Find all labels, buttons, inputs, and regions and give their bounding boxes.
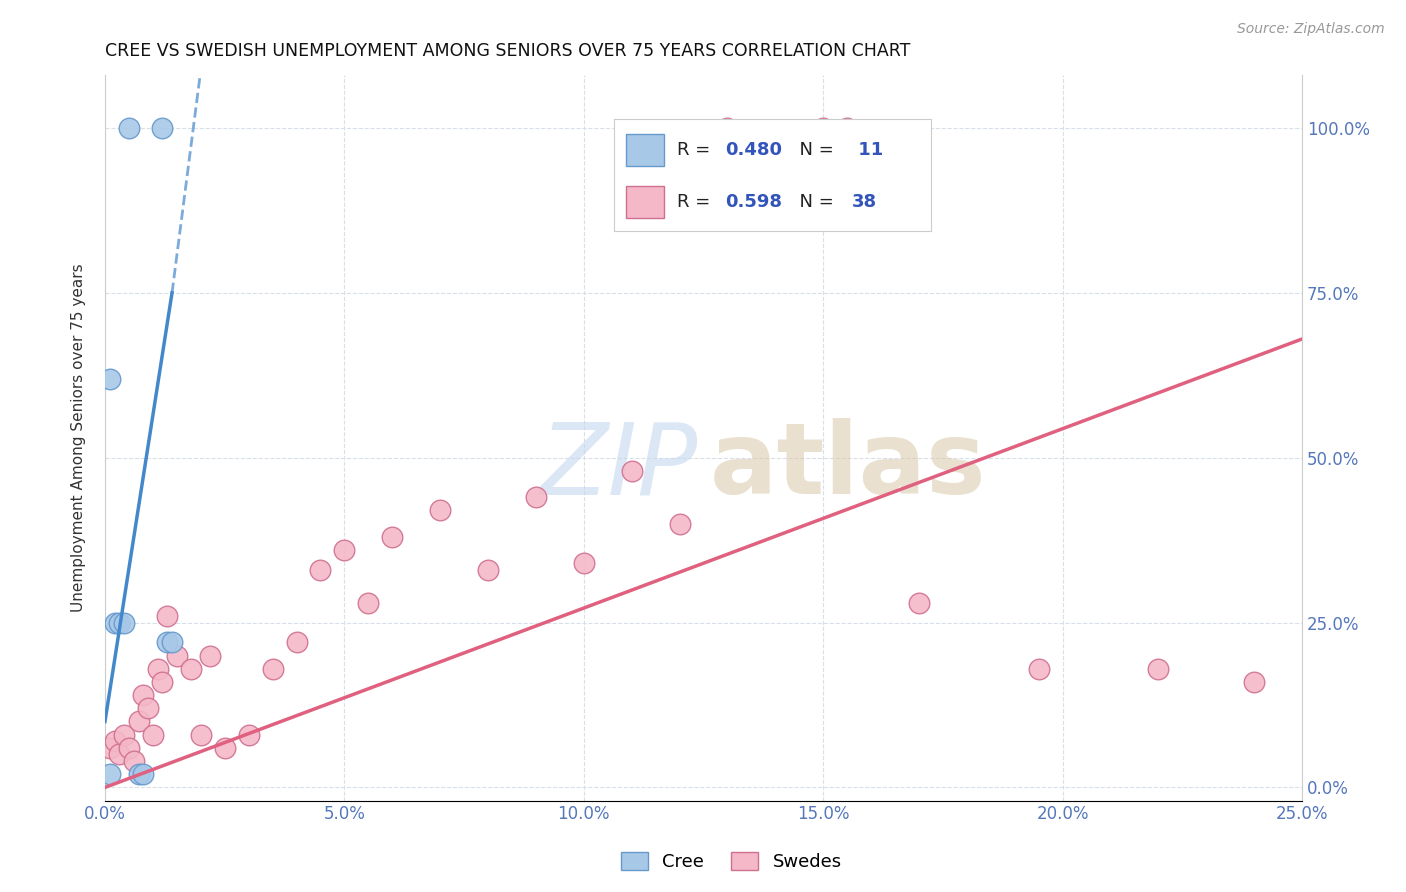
Point [112, 728, 135, 742]
Point [357, 596, 380, 610]
Text: ZIP: ZIP [540, 418, 697, 516]
Point [98, 740, 121, 755]
Point [238, 728, 260, 742]
Point [128, 714, 150, 729]
Point [103, 615, 125, 630]
Point [620, 464, 643, 478]
Point [813, 120, 835, 135]
Point [262, 662, 284, 676]
Point [1147, 662, 1170, 676]
Text: atlas: atlas [710, 418, 986, 516]
Point [572, 556, 595, 570]
Point [668, 516, 690, 531]
Point [160, 635, 183, 649]
Point [285, 635, 308, 649]
Point [381, 530, 404, 544]
Point [98, 371, 121, 385]
Point [112, 615, 135, 630]
Point [152, 120, 174, 135]
Point [156, 635, 179, 649]
Point [166, 648, 188, 663]
Point [142, 728, 165, 742]
Point [108, 615, 131, 630]
Point [429, 503, 451, 517]
Point [1243, 674, 1265, 689]
Point [716, 120, 738, 135]
Point [103, 734, 125, 748]
Point [214, 740, 236, 755]
Point [146, 662, 169, 676]
Point [180, 662, 202, 676]
Point [118, 120, 141, 135]
Point [98, 767, 121, 781]
Point [837, 120, 859, 135]
Point [524, 490, 547, 504]
Point [152, 674, 174, 689]
Text: Source: ZipAtlas.com: Source: ZipAtlas.com [1237, 22, 1385, 37]
Point [108, 747, 131, 762]
Point [333, 543, 356, 558]
Point [132, 688, 155, 702]
Point [908, 596, 931, 610]
Legend: Cree, Swedes: Cree, Swedes [613, 845, 849, 879]
Y-axis label: Unemployment Among Seniors over 75 years: Unemployment Among Seniors over 75 years [72, 264, 86, 612]
Point [128, 767, 150, 781]
Point [136, 701, 159, 715]
Point [156, 609, 179, 624]
Point [200, 648, 222, 663]
Point [190, 728, 212, 742]
Point [118, 740, 141, 755]
Point [1028, 662, 1050, 676]
Point [122, 754, 145, 768]
Text: CREE VS SWEDISH UNEMPLOYMENT AMONG SENIORS OVER 75 YEARS CORRELATION CHART: CREE VS SWEDISH UNEMPLOYMENT AMONG SENIO… [105, 42, 910, 60]
Point [309, 563, 332, 577]
Point [132, 767, 155, 781]
Point [477, 563, 499, 577]
